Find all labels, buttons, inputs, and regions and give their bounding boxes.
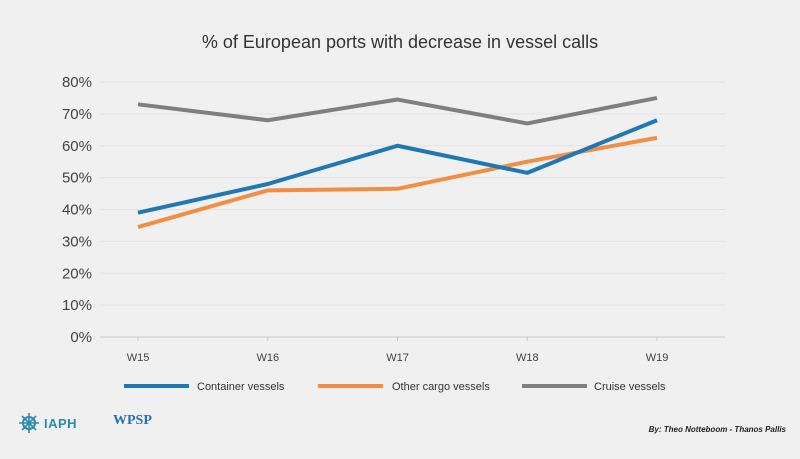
x-tick-label: W15 <box>127 352 150 364</box>
wpsp-logo: WPSP <box>113 414 152 428</box>
iaph-logo-text: IAPH <box>44 415 78 431</box>
legend: Container vessels Other cargo vessels Crui… <box>124 381 666 393</box>
chart-title: % of European ports with decrease in ves… <box>202 32 598 52</box>
y-tick-label: 30% <box>62 233 92 250</box>
iaph-logo: IAPH <box>18 412 77 434</box>
legend-label: Container vessels <box>197 381 285 393</box>
x-tick-label: W16 <box>256 352 279 364</box>
series-lines <box>137 95 658 229</box>
y-tick-label: 40% <box>62 202 92 219</box>
legend-label: Cruise vessels <box>594 381 666 393</box>
y-tick-label: 10% <box>62 297 92 314</box>
y-tick-label: 50% <box>62 170 92 187</box>
y-tick-label: 80% <box>62 74 92 91</box>
series-line-container-vessels <box>137 118 658 215</box>
y-tick-label: 0% <box>70 329 92 346</box>
x-tick-label: W19 <box>646 352 669 364</box>
y-tick-label: 70% <box>62 106 92 123</box>
y-tick-label: 60% <box>62 138 92 155</box>
series-line-cruise-vessels <box>137 95 658 126</box>
y-axis-ticks: 0% 10% 20% 30% 40% 50% 60% 70% 80% <box>62 74 92 346</box>
x-axis-ticks: W15 W16 W17 W18 W19 <box>127 337 669 364</box>
legend-label: Other cargo vessels <box>392 381 490 393</box>
author-credit: By: Theo Notteboom - Thanos Pallis <box>648 425 786 434</box>
ship-wheel-icon <box>19 413 39 433</box>
x-tick-label: W17 <box>386 352 409 364</box>
y-tick-label: 20% <box>62 265 92 282</box>
x-tick-label: W18 <box>516 352 539 364</box>
wpsp-logo-text: WPSP <box>113 413 152 428</box>
